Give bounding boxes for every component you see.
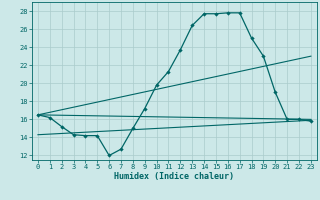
X-axis label: Humidex (Indice chaleur): Humidex (Indice chaleur) xyxy=(115,172,234,181)
